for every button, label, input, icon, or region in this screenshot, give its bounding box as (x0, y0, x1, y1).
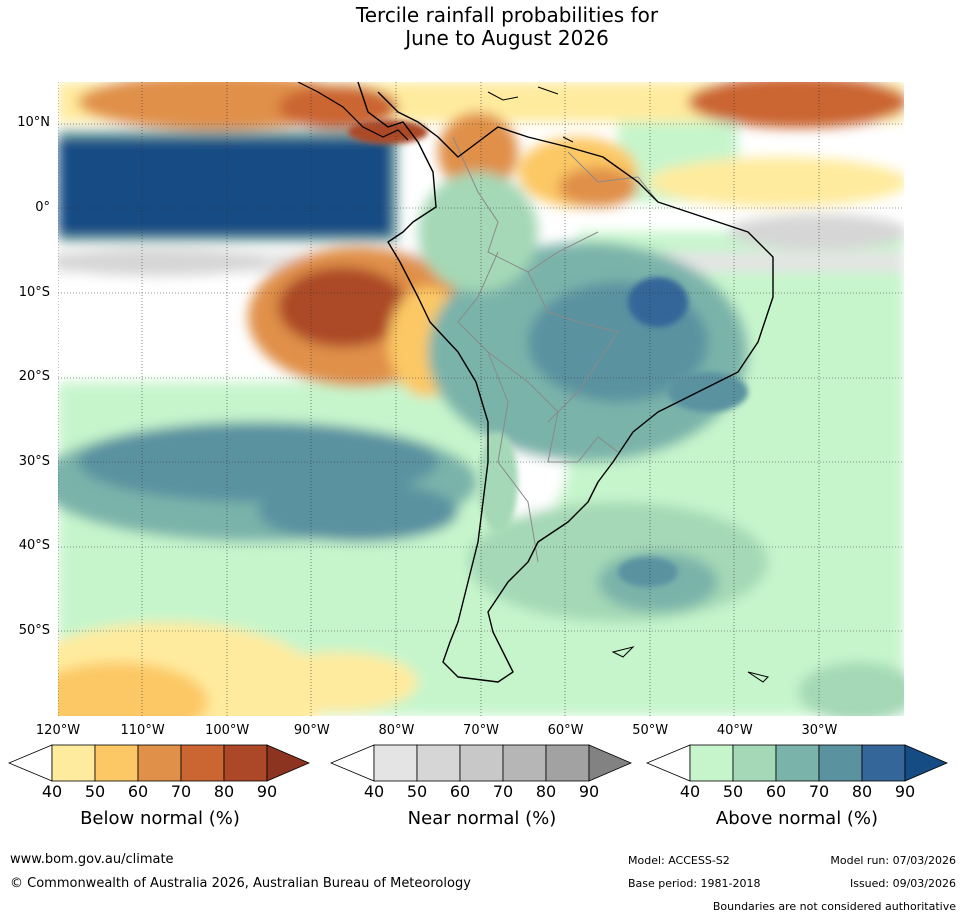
graticule (58, 82, 904, 716)
colorbar-tick-label: 50 (84, 782, 106, 801)
lat-label: 50°S (18, 622, 50, 638)
colorbar-tick-label: 60 (765, 782, 787, 801)
near-normal-swatch (502, 744, 547, 782)
lon-label: 100°W (205, 723, 250, 738)
below-normal-swatch (94, 744, 139, 782)
colorbar-tick-label: 70 (492, 782, 514, 801)
colorbar-tick-label: 40 (363, 782, 385, 801)
above-normal-swatch (818, 744, 863, 782)
above-normal-swatch (861, 744, 906, 782)
near-normal-swatch (459, 744, 504, 782)
colorbar-tick-label: 80 (851, 782, 873, 801)
lon-label: 80°W (378, 723, 415, 738)
near-normal-swatch (545, 744, 590, 782)
lat-label: 10°S (18, 284, 50, 300)
near-normal-swatch (416, 744, 461, 782)
lat-label: 30°S (18, 453, 50, 469)
colorbar-tick-label: 50 (406, 782, 428, 801)
near-normal-extend-low (330, 744, 375, 782)
above-normal-swatch (689, 744, 734, 782)
title-line-2: June to August 2026 (405, 26, 609, 50)
colorbar-near-normal (330, 744, 634, 782)
lon-label: 50°W (632, 723, 669, 738)
country-borders (452, 136, 659, 563)
footer-issued: Issued: 09/03/2026 (849, 877, 956, 890)
lat-label: 10°N (17, 115, 50, 131)
colorbar-tick-label: 40 (679, 782, 701, 801)
above-normal-extend-high (904, 744, 949, 782)
probability-field (58, 82, 904, 716)
colorbar-above-swatches (646, 744, 949, 782)
below-normal-swatch (223, 744, 268, 782)
lon-label: 30°W (801, 723, 838, 738)
below-normal-swatch (51, 744, 96, 782)
lat-label: 20°S (18, 369, 50, 385)
lon-label: 60°W (547, 723, 584, 738)
colorbar-below-swatches (8, 744, 311, 782)
colorbar-near-title: Near normal (%) (407, 808, 557, 829)
chart-title: Tercile rainfall probabilities for June … (0, 4, 965, 50)
lon-label: 120°W (35, 723, 81, 738)
forecast-map (58, 82, 904, 716)
below-normal-swatch (137, 744, 182, 782)
footer-disclaimer: Boundaries are not considered authoritat… (712, 900, 956, 913)
near-normal-extend-high (588, 744, 633, 782)
colorbar-tick-label: 60 (127, 782, 149, 801)
lon-label: 70°W (463, 723, 499, 738)
coastline-central-america (297, 82, 409, 141)
above-normal-extend-low (646, 744, 691, 782)
colorbar-tick-label: 80 (213, 782, 235, 801)
colorbar-tick-label: 50 (722, 782, 744, 801)
above-normal-swatch (775, 744, 820, 782)
colorbar-tick-label: 90 (578, 782, 600, 801)
near-normal-swatch (373, 744, 418, 782)
footer-base-period: Base period: 1981-2018 (628, 877, 761, 890)
lon-label: 90°W (293, 723, 330, 738)
colorbar-tick-label: 90 (894, 782, 916, 801)
footer-model-run: Model run: 07/03/2026 (830, 854, 956, 867)
lon-label: 40°W (716, 723, 753, 738)
colorbar-tick-label: 70 (808, 782, 830, 801)
colorbar-near-swatches (330, 744, 633, 782)
colorbar-tick-label: 80 (535, 782, 557, 801)
colorbar-below-normal (8, 744, 312, 782)
colorbar-above-title: Above normal (%) (715, 808, 879, 829)
below-normal-extend-low (8, 744, 53, 782)
colorbar-tick-label: 60 (449, 782, 471, 801)
lat-label: 0° (35, 199, 50, 215)
coastline-islands (487, 86, 769, 683)
footer-url: www.bom.gov.au/climate (10, 852, 174, 867)
below-normal-extend-high (266, 744, 311, 782)
lon-label: 110°W (120, 723, 165, 738)
colorbar-tick-label: 70 (170, 782, 192, 801)
map-canvas (58, 82, 904, 716)
colorbar-above-normal (646, 744, 950, 782)
coastline-south-america (357, 82, 774, 683)
above-normal-swatch (732, 744, 777, 782)
footer-copyright: © Commonwealth of Australia 2026, Austra… (10, 876, 471, 891)
colorbar-tick-label: 40 (41, 782, 63, 801)
below-normal-swatch (180, 744, 225, 782)
colorbar-below-title: Below normal (%) (80, 808, 240, 829)
footer-model: Model: ACCESS-S2 (628, 854, 730, 867)
lat-label: 40°S (18, 538, 50, 554)
colorbar-tick-label: 90 (256, 782, 278, 801)
title-line-1: Tercile rainfall probabilities for (355, 3, 659, 27)
